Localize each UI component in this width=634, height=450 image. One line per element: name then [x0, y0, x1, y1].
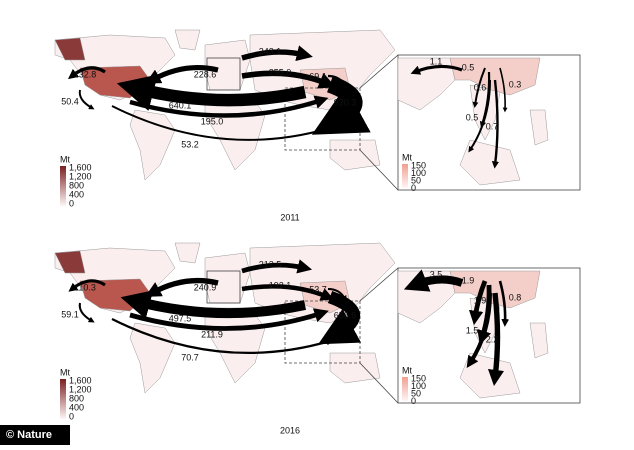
inset-legend-label: 50	[411, 175, 421, 185]
flow-arrow	[68, 279, 106, 292]
flow-arrow	[111, 317, 334, 355]
inset-flow-arrow	[472, 67, 486, 108]
inset-flow-label: 1.5	[466, 325, 479, 335]
flow-label: 59.1	[61, 309, 79, 319]
flow-label: 920.3	[334, 97, 357, 107]
inset-flow-arrow	[487, 292, 505, 387]
flow-label: 212.5	[259, 259, 282, 269]
flow-label: 656.8	[334, 310, 357, 320]
inset-flow-arrow	[410, 64, 463, 75]
inset-flow-arrow	[491, 79, 500, 169]
panel-year: 2011	[280, 212, 299, 222]
map-panel: 110.3 240.9 212.5 192.1 53.7 656.8 497.5 59.1 21…	[54, 242, 581, 435]
flow-arrow	[111, 105, 333, 141]
inset-legend-label: 100	[411, 168, 426, 178]
legend-label: 800	[69, 393, 84, 403]
inset-legend-bar	[402, 164, 408, 188]
flow-label: 53.7	[309, 284, 327, 294]
flow-arrow	[144, 277, 219, 297]
flow-arrow	[241, 45, 313, 62]
inset-legend-label: 150	[411, 373, 426, 383]
inset-flow-arrow	[466, 292, 492, 368]
flow-label: 50.4	[61, 96, 79, 106]
flow-label: 69.1	[309, 71, 327, 81]
flow-arrow	[241, 70, 336, 89]
panel-year: 2016	[280, 425, 300, 435]
inset-legend-label: 150	[411, 160, 426, 170]
flow-label: 640.1	[169, 100, 192, 110]
inset-flow-arrow	[498, 280, 510, 327]
flow-label: 53.2	[181, 139, 199, 149]
flow-label: 70.7	[181, 352, 199, 362]
inset-flow-label: 0.5	[466, 112, 479, 122]
legend-label: 1,200	[69, 384, 92, 394]
flow-arrow	[311, 75, 371, 135]
flow-arrow	[145, 64, 219, 84]
inset-legend-label: 0	[411, 183, 416, 193]
inset-flow-label: 1.9	[462, 275, 475, 285]
panels: 132.8 228.6 243.1 255.0 69.1 920.3 640.1 50.4 19…	[54, 29, 581, 435]
credit-box	[0, 425, 70, 445]
legend-label: 1,200	[69, 171, 92, 181]
flow-label: 228.6	[194, 69, 217, 79]
inset-legend-bar	[402, 377, 408, 401]
inset-flow-arrow	[468, 79, 491, 153]
inset-flow-label: 2.2	[486, 334, 499, 344]
inset-flow-label: 1.1	[430, 56, 443, 66]
flow-label: 243.1	[259, 46, 282, 56]
legend-label: 0	[69, 411, 74, 421]
flow-label: 497.5	[169, 313, 192, 323]
flow-arrow	[241, 259, 313, 274]
legend-unit: Mt	[60, 367, 70, 377]
flow-label: 192.1	[269, 280, 292, 290]
inset-flow-label: 0.3	[509, 79, 522, 89]
legend-unit: Mt	[60, 154, 70, 164]
inset-flow-label: 1.9	[474, 295, 487, 305]
map-panel: 132.8 228.6 243.1 255.0 69.1 920.3 640.1 50.4 19…	[54, 29, 581, 222]
flow-arrow	[129, 95, 329, 118]
legend-label: 0	[69, 198, 74, 208]
flow-arrow	[129, 308, 329, 331]
inset-flow-label: 3.5	[430, 269, 443, 279]
flow-arrow	[67, 66, 106, 80]
flow-label: 110.3	[74, 282, 96, 292]
legend-bar	[60, 166, 66, 206]
flow-arrow	[78, 302, 95, 323]
inset-flow-arrow	[468, 280, 488, 326]
flow-arrow	[120, 290, 307, 320]
flow-arrow	[318, 290, 362, 345]
credit: © Nature	[6, 429, 52, 441]
inset-flow-arrow	[499, 67, 508, 113]
flow-label: 255.0	[269, 67, 292, 77]
basemap	[54, 242, 581, 404]
flow-label: 195.0	[201, 116, 224, 126]
inset-legend-label: 0	[411, 396, 416, 406]
legend-label: 400	[69, 402, 84, 412]
inset-flow-label: 0.6	[474, 82, 487, 92]
flow-label: 211.9	[201, 329, 223, 339]
inset-legend-label: 100	[411, 381, 426, 391]
flow-label: 132.8	[74, 69, 97, 79]
inset-flow-label: 0.8	[509, 292, 522, 302]
inset-legend-unit: Mt	[402, 152, 412, 162]
legend-bar	[60, 379, 66, 419]
inset-legend-unit: Mt	[402, 365, 412, 375]
flow-arrow	[116, 74, 307, 111]
legend-label: 1,600	[69, 162, 92, 172]
basemap	[54, 29, 581, 191]
inset-flow-arrow	[403, 269, 464, 292]
inset-flow-label: 0.5	[462, 62, 475, 72]
legend-label: 800	[69, 180, 84, 190]
flow-label: 240.9	[194, 282, 217, 292]
legend-label: 1,600	[69, 375, 92, 385]
flow-arrow	[241, 284, 335, 301]
legend-label: 400	[69, 189, 84, 199]
inset-flow-label: 0.7	[486, 121, 499, 131]
flow-arrow	[78, 89, 95, 110]
inset-legend-label: 50	[411, 388, 421, 398]
